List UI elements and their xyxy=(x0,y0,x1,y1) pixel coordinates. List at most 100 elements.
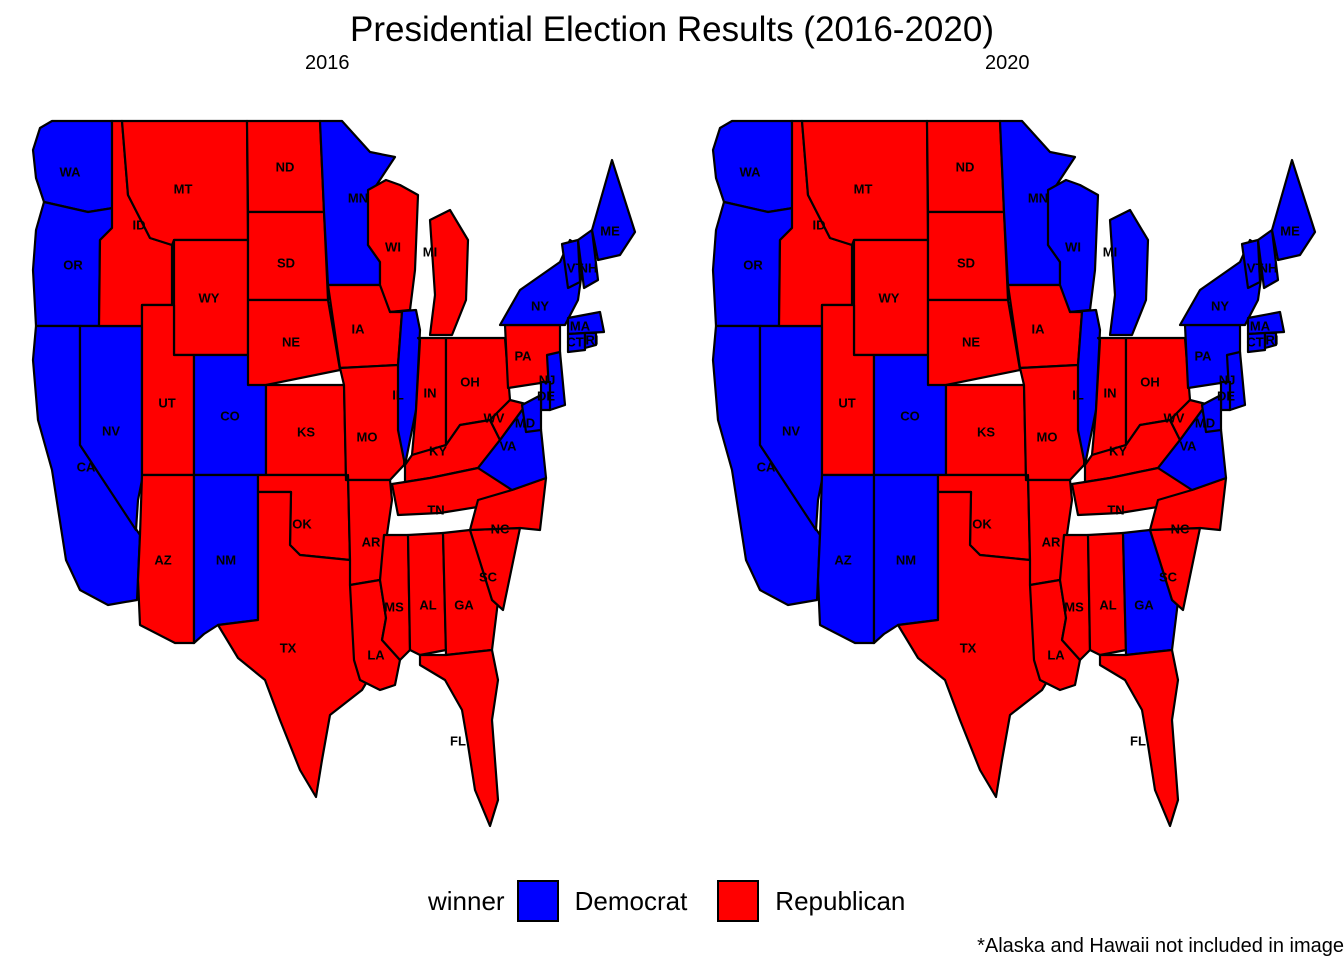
state-label-co-2020: CO xyxy=(900,409,920,424)
state-label-oh-2016: OH xyxy=(460,375,480,390)
state-me-2020 xyxy=(1270,158,1317,262)
state-label-ma-2020: MA xyxy=(1250,319,1271,334)
state-label-ga-2020: GA xyxy=(1134,598,1154,613)
state-label-al-2020: AL xyxy=(1099,598,1116,613)
state-label-nv-2016: NV xyxy=(102,424,120,439)
state-label-va-2020: VA xyxy=(1179,439,1197,454)
state-label-ma-2016: MA xyxy=(570,319,591,334)
state-label-wi-2020: WI xyxy=(1065,240,1081,255)
state-nh-2020 xyxy=(1256,228,1280,290)
state-label-ky-2020: KY xyxy=(1109,444,1127,459)
state-ms-2016 xyxy=(378,533,412,662)
state-ri-2016 xyxy=(583,331,598,350)
state-label-ne-2016: NE xyxy=(282,335,300,350)
state-label-pa-2016: PA xyxy=(514,349,532,364)
state-ma-2016 xyxy=(566,310,606,336)
state-label-mo-2016: MO xyxy=(357,430,378,445)
state-label-mo-2020: MO xyxy=(1037,430,1058,445)
panel-label-2020: 2020 xyxy=(985,52,1030,74)
state-label-ga-2016: GA xyxy=(454,598,474,613)
state-vt-2016 xyxy=(560,238,582,290)
state-label-az-2016: AZ xyxy=(154,553,171,568)
state-label-oh-2020: OH xyxy=(1140,375,1160,390)
state-label-vt-2016: VT xyxy=(567,261,584,276)
state-label-al-2016: AL xyxy=(419,598,436,613)
state-label-il-2020: IL xyxy=(1072,388,1084,403)
state-label-nd-2020: ND xyxy=(956,160,975,175)
state-label-in-2016: IN xyxy=(424,386,437,401)
state-label-id-2016: ID xyxy=(133,218,146,233)
state-label-ok-2016: OK xyxy=(292,517,312,532)
state-label-tn-2020: TN xyxy=(1107,503,1124,518)
state-md-2016 xyxy=(520,393,543,434)
state-label-nm-2016: NM xyxy=(216,553,236,568)
legend: winner Democrat Republican xyxy=(428,878,935,924)
state-label-pa-2020: PA xyxy=(1194,349,1212,364)
state-label-ut-2020: UT xyxy=(838,396,855,411)
state-label-mt-2020: MT xyxy=(854,182,873,197)
legend-key-democrat xyxy=(516,880,559,922)
state-label-ny-2020: NY xyxy=(1211,299,1229,314)
state-label-fl-2020: FL xyxy=(1130,734,1146,749)
state-label-ia-2020: IA xyxy=(1032,322,1046,337)
state-label-ut-2016: UT xyxy=(158,396,175,411)
state-label-ca-2016: CA xyxy=(77,460,96,475)
state-label-md-2016: MD xyxy=(515,416,535,431)
state-label-sd-2016: SD xyxy=(277,256,295,271)
state-label-wy-2016: WY xyxy=(199,291,220,306)
state-label-wv-2020: WV xyxy=(1164,411,1185,426)
state-label-ky-2016: KY xyxy=(429,444,447,459)
state-label-nh-2016: NH xyxy=(579,261,598,276)
state-label-mn-2020: MN xyxy=(1028,191,1048,206)
state-ma-2020 xyxy=(1246,310,1286,336)
state-label-sc-2020: SC xyxy=(1159,570,1178,585)
state-fl-2016 xyxy=(418,648,500,828)
state-ms-2020 xyxy=(1058,533,1092,662)
state-label-tx-2016: TX xyxy=(280,641,297,656)
state-label-or-2016: OR xyxy=(63,258,83,273)
state-label-ms-2016: MS xyxy=(384,600,404,615)
state-label-nc-2016: NC xyxy=(491,522,510,537)
state-label-wa-2020: WA xyxy=(740,165,762,180)
state-label-de-2020: DE xyxy=(1217,389,1235,404)
state-label-ia-2016: IA xyxy=(352,322,366,337)
state-label-wv-2016: WV xyxy=(484,411,505,426)
state-mi-2016 xyxy=(428,208,470,337)
state-label-tx-2020: TX xyxy=(960,641,977,656)
state-label-ct-2016: CT xyxy=(566,335,583,350)
state-label-ct-2020: CT xyxy=(1246,335,1263,350)
state-nh-2016 xyxy=(576,228,600,290)
state-label-mi-2016: MI xyxy=(423,245,437,260)
state-label-me-2020: ME xyxy=(1280,224,1300,239)
state-label-nm-2020: NM xyxy=(896,553,916,568)
state-label-il-2016: IL xyxy=(392,388,404,403)
state-label-va-2016: VA xyxy=(499,439,517,454)
legend-label-republican: Republican xyxy=(775,885,906,916)
footnote: *Alaska and Hawaii not included in image xyxy=(977,935,1344,957)
state-label-ks-2020: KS xyxy=(977,425,995,440)
state-label-nj-2016: NJ xyxy=(539,373,556,388)
state-label-sc-2016: SC xyxy=(479,570,498,585)
state-label-sd-2020: SD xyxy=(957,256,975,271)
state-label-ne-2020: NE xyxy=(962,335,980,350)
state-ri-2020 xyxy=(1263,331,1278,350)
state-label-nd-2016: ND xyxy=(276,160,295,175)
state-label-mn-2016: MN xyxy=(348,191,368,206)
legend-label-democrat: Democrat xyxy=(574,885,688,916)
state-label-ms-2020: MS xyxy=(1064,600,1084,615)
panel-label-2016: 2016 xyxy=(305,52,350,74)
state-label-az-2020: AZ xyxy=(834,553,851,568)
state-label-de-2016: DE xyxy=(537,389,555,404)
state-label-nh-2020: NH xyxy=(1259,261,1278,276)
legend-key-republican xyxy=(717,880,760,922)
state-label-nj-2020: NJ xyxy=(1219,373,1236,388)
state-label-mt-2016: MT xyxy=(174,182,193,197)
state-label-la-2016: LA xyxy=(367,648,385,663)
legend-title: winner xyxy=(428,885,505,916)
state-label-wy-2020: WY xyxy=(879,291,900,306)
state-label-wa-2016: WA xyxy=(60,165,82,180)
state-label-vt-2020: VT xyxy=(1247,261,1264,276)
state-label-co-2016: CO xyxy=(220,409,240,424)
state-ne-2020 xyxy=(926,298,1022,387)
state-label-in-2020: IN xyxy=(1104,386,1117,401)
